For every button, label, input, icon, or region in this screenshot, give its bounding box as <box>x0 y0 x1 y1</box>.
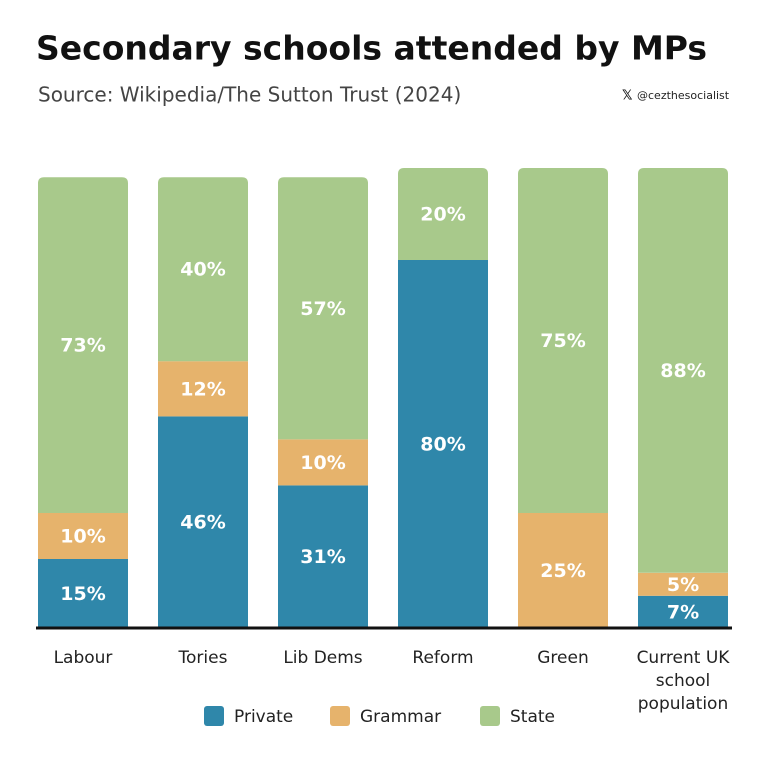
bar-segment <box>38 559 128 628</box>
legend-swatch <box>480 706 500 726</box>
credit: @cezthesocialist <box>637 89 730 102</box>
bar-segment <box>158 361 248 417</box>
bar-segment <box>398 260 488 628</box>
bar-segment <box>518 513 608 628</box>
bar-segment <box>638 168 728 573</box>
x-tick-label: Labour <box>53 648 113 668</box>
value-label: 7% <box>667 601 699 623</box>
bar-segment <box>158 177 248 362</box>
legend-label: Private <box>234 707 293 727</box>
value-label: 75% <box>540 330 585 352</box>
x-tick-label: Tories <box>178 648 228 668</box>
bar-segment <box>398 168 488 260</box>
chart-title: Secondary schools attended by MPs <box>36 29 707 68</box>
value-label: 31% <box>300 546 345 568</box>
legend-label: Grammar <box>360 707 441 727</box>
value-label: 10% <box>300 452 345 474</box>
value-label: 73% <box>60 335 105 357</box>
bar-segment <box>638 572 728 596</box>
value-label: 40% <box>180 259 225 281</box>
value-label: 88% <box>660 360 705 382</box>
bar-segment <box>38 513 128 559</box>
bar-segment <box>278 485 368 628</box>
value-label: 46% <box>180 512 225 534</box>
bar-segment <box>278 177 368 440</box>
x-tick-label: Lib Dems <box>283 648 363 668</box>
chart-subtitle: Source: Wikipedia/The Sutton Trust (2024… <box>38 83 461 107</box>
value-label: 12% <box>180 378 225 400</box>
bar-segment <box>518 168 608 513</box>
x-tick-label: Current UK school population <box>636 648 730 714</box>
value-label: 20% <box>420 204 465 226</box>
legend-swatch <box>330 706 350 726</box>
value-label: 80% <box>420 434 465 456</box>
value-label: 15% <box>60 583 105 605</box>
legend-swatch <box>204 706 224 726</box>
x-logo: 𝕏 <box>622 89 633 104</box>
legend-label: State <box>510 707 555 727</box>
bar-segment <box>278 439 368 486</box>
bar-segment <box>638 595 728 628</box>
bar-segment <box>38 177 128 513</box>
value-label: 5% <box>667 574 699 596</box>
bar-segment <box>158 416 248 628</box>
value-label: 10% <box>60 526 105 548</box>
x-tick-label: Reform <box>412 648 474 668</box>
value-label: 25% <box>540 560 585 582</box>
value-label: 57% <box>300 298 345 320</box>
x-tick-label: Green <box>537 648 589 668</box>
